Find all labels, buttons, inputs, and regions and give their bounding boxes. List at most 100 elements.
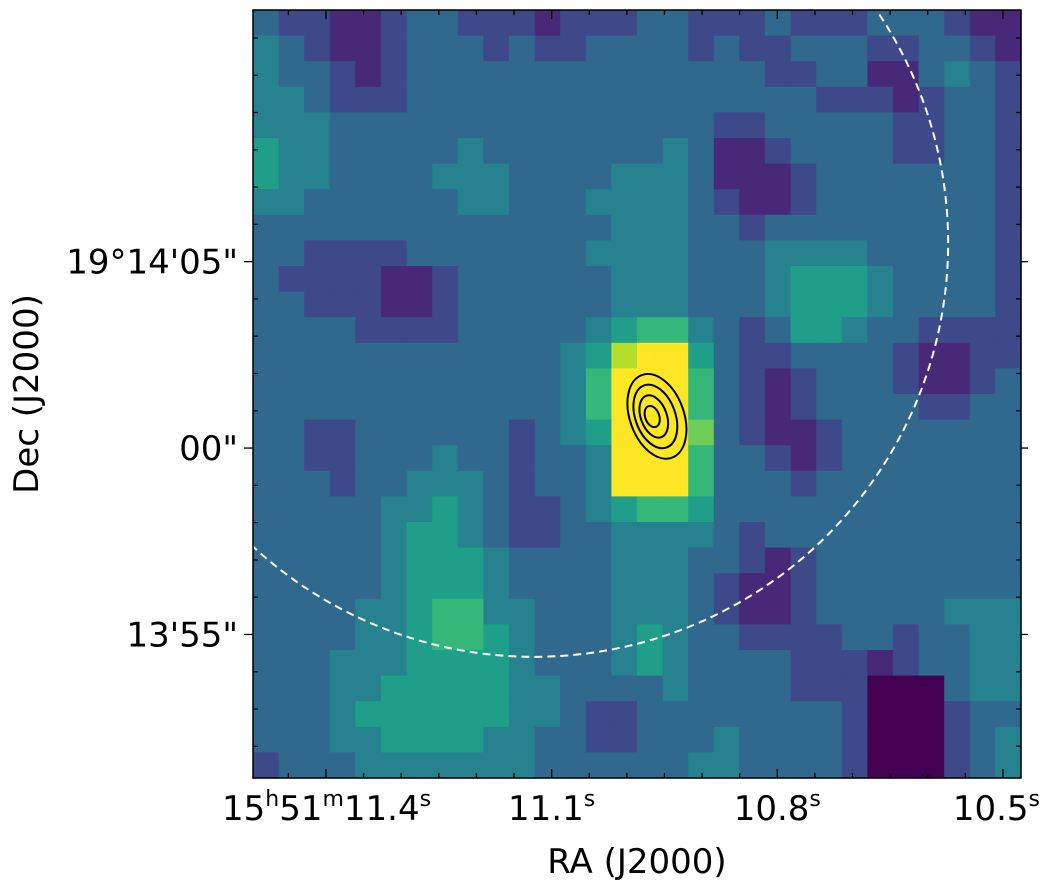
heatmap-cell [918, 61, 945, 88]
heatmap-cell [329, 86, 356, 113]
heatmap-cell [560, 445, 587, 472]
heatmap-cell [585, 86, 612, 113]
heatmap-cell [918, 752, 945, 779]
heatmap-cell [560, 624, 587, 651]
heatmap-cell [867, 675, 894, 702]
heatmap-cell [457, 61, 484, 88]
heatmap-cell [457, 214, 484, 241]
heatmap-cell [816, 547, 843, 574]
heatmap-cell [381, 266, 408, 293]
heatmap-cell [483, 266, 510, 293]
heatmap-cell [560, 650, 587, 677]
heatmap-cell [662, 214, 689, 241]
heatmap-cell [560, 522, 587, 549]
heatmap-cell [944, 598, 971, 625]
heatmap-cell [841, 86, 868, 113]
heatmap-cell [406, 138, 433, 165]
heatmap-cell [432, 86, 459, 113]
heatmap-cell [918, 445, 945, 472]
heatmap-cell [867, 394, 894, 421]
heatmap-cell [432, 445, 459, 472]
heatmap-cell [253, 240, 280, 267]
heatmap-cell [534, 35, 561, 62]
heatmap-cell [253, 138, 280, 165]
heatmap-cell [816, 701, 843, 728]
heatmap-cell [432, 138, 459, 165]
heatmap-cell [765, 112, 792, 139]
heatmap-cell [688, 342, 715, 369]
heatmap-cell [406, 266, 433, 293]
heatmap-cell [637, 266, 664, 293]
heatmap-cell [611, 496, 638, 523]
heatmap-cell [765, 675, 792, 702]
heatmap-cell [611, 726, 638, 753]
heatmap-cell [790, 726, 817, 753]
axis-ticks [244, 10, 1028, 778]
heatmap-cell [509, 624, 536, 651]
heatmap-cell [841, 419, 868, 446]
x-tick-label: 10.5s [953, 787, 1040, 829]
heatmap-cell [969, 240, 996, 267]
heatmap-cell [969, 138, 996, 165]
heatmap-cell [662, 368, 689, 395]
heatmap-cell [381, 752, 408, 779]
heatmap-cell [278, 291, 305, 318]
heatmap-cell [432, 496, 459, 523]
heatmap-cell [585, 675, 612, 702]
x-tick-label: 10.8s [734, 787, 821, 829]
heatmap-cell [995, 394, 1022, 421]
heatmap-cell [329, 726, 356, 753]
x-tick-label: 11.1s [508, 787, 595, 829]
heatmap-cell [969, 445, 996, 472]
heatmap-cell [688, 10, 715, 37]
heatmap-cell [534, 291, 561, 318]
heatmap-cell [329, 573, 356, 600]
heatmap-cell [688, 650, 715, 677]
heatmap-cell [457, 522, 484, 549]
heatmap-cell [893, 675, 920, 702]
heatmap-cell [355, 86, 382, 113]
y-tick-label: 00" [179, 429, 238, 469]
heatmap-cell [713, 266, 740, 293]
heatmap-cell [816, 163, 843, 190]
heatmap-cell [662, 496, 689, 523]
heatmap-cell [509, 496, 536, 523]
heatmap-cell [278, 35, 305, 62]
heatmap-cell [893, 317, 920, 344]
heatmap-cell [329, 266, 356, 293]
heatmap-cell [790, 86, 817, 113]
heatmap-cell [329, 445, 356, 472]
heatmap-cell [816, 726, 843, 753]
heatmap-cell [969, 368, 996, 395]
heatmap-cell [637, 752, 664, 779]
heatmap-cell [483, 291, 510, 318]
heatmap-cell [969, 650, 996, 677]
heatmap-cell [534, 61, 561, 88]
heatmap-cell [611, 470, 638, 497]
heatmap-cell [918, 35, 945, 62]
heatmap-cell [483, 701, 510, 728]
heatmap-cell [790, 240, 817, 267]
heatmap-cell [637, 650, 664, 677]
heatmap-cell [329, 240, 356, 267]
heatmap-cell [509, 573, 536, 600]
heatmap-cell [483, 394, 510, 421]
heatmap-cell [790, 394, 817, 421]
heatmap-cell [765, 368, 792, 395]
heatmap-cell [278, 61, 305, 88]
heatmap-cell [329, 470, 356, 497]
heatmap-cell [944, 112, 971, 139]
heatmap-cell [969, 419, 996, 446]
heatmap-cell [969, 163, 996, 190]
heatmap-cell [713, 138, 740, 165]
heatmap-cell [739, 650, 766, 677]
heatmap-cell [457, 317, 484, 344]
heatmap-cell [253, 394, 280, 421]
heatmap-cell [278, 675, 305, 702]
heatmap-cell [969, 522, 996, 549]
heatmap-cell [995, 112, 1022, 139]
heatmap-cell [611, 163, 638, 190]
heatmap-cell [509, 138, 536, 165]
heatmap-cell [611, 61, 638, 88]
heatmap-cell [637, 368, 664, 395]
